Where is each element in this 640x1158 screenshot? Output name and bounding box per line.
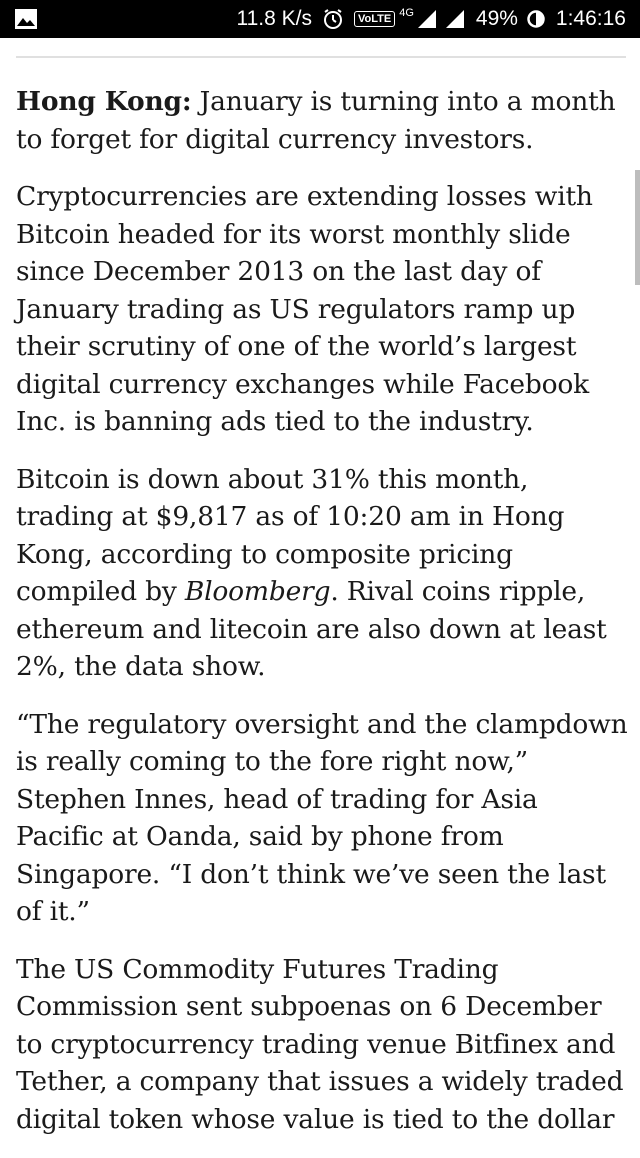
scrollbar[interactable] bbox=[635, 170, 640, 285]
volte-badge: VoLTE bbox=[354, 11, 396, 27]
clock: 1:46:16 bbox=[555, 7, 626, 30]
dateline: Hong Kong: bbox=[16, 86, 192, 117]
paragraph-2: Cryptocurrencies are extending losses wi… bbox=[16, 181, 593, 437]
signal-icon bbox=[416, 8, 438, 30]
lead-text: January is turning into a month to forge… bbox=[16, 86, 616, 155]
paragraph-3: Bitcoin is down about 31% this month, tr… bbox=[16, 461, 628, 686]
divider bbox=[16, 56, 626, 58]
signal-icon-2 bbox=[444, 8, 466, 30]
para3-text-b: . Rival coins ripple, ethereum and litec… bbox=[16, 576, 607, 682]
network-type: 4G bbox=[399, 7, 414, 19]
battery-level: 49% bbox=[475, 7, 518, 30]
paragraph-5: The US Commodity Futures Trading Commiss… bbox=[16, 953, 624, 1135]
network-speed: 11.8 K/s bbox=[236, 7, 313, 30]
battery-icon bbox=[526, 9, 546, 29]
alarm-icon bbox=[322, 8, 344, 30]
article-body: Hong Kong: January is turning into a mon… bbox=[16, 83, 628, 1158]
paragraph-4: “The regulatory oversight and the clampd… bbox=[16, 708, 628, 928]
source-name: Bloomberg bbox=[184, 576, 331, 607]
para3-text-a: Bitcoin is down about 31% this month, tr… bbox=[16, 463, 565, 608]
gallery-notification-icon bbox=[14, 8, 38, 30]
status-bar: 11.8 K/s VoLTE 4G 49% 1:46:16 bbox=[0, 0, 640, 38]
paragraph-1: Hong Kong: January is turning into a mon… bbox=[16, 83, 628, 158]
